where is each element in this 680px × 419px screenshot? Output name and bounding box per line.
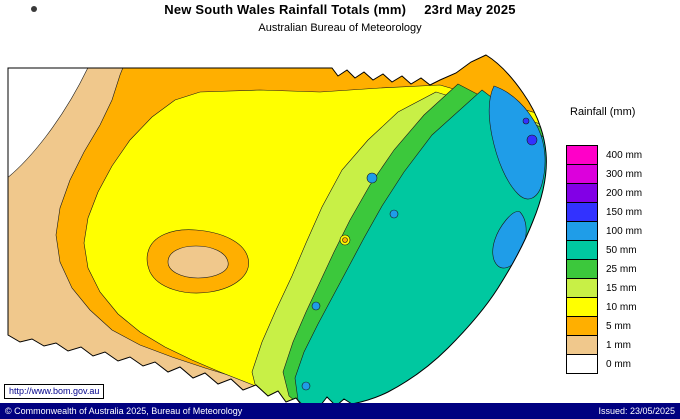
- copyright-text: © Commonwealth of Australia 2025, Bureau…: [5, 406, 243, 416]
- legend-swatch: [566, 164, 598, 184]
- legend-swatch: [566, 145, 598, 165]
- legend-label: 100 mm: [606, 225, 643, 237]
- legend-entry-5-mm: 5 mm: [566, 316, 676, 336]
- legend-swatch: [566, 259, 598, 279]
- legend-entry-150-mm: 150 mm: [566, 202, 676, 222]
- legend-entry-1-mm: 1 mm: [566, 335, 676, 355]
- title-date: 23rd May 2025: [424, 2, 516, 17]
- legend-entry-100-mm: 100 mm: [566, 221, 676, 241]
- bom-url: http://www.bom.gov.au: [4, 384, 105, 399]
- rain-spot-150mm-1: [526, 134, 538, 146]
- rain-spot-100mm-3: [311, 301, 321, 311]
- map-legend: Rainfall (mm) 400 mm 300 mm 200 mm 150 mm 10…: [566, 106, 676, 374]
- legend-swatch: [566, 335, 598, 355]
- bom-logo-mark: [31, 6, 37, 12]
- legend-entry-400-mm: 400 mm: [566, 145, 676, 165]
- legend-label: 5 mm: [606, 320, 631, 332]
- legend-swatch: [566, 278, 598, 298]
- rain-spot-100mm-2: [389, 209, 399, 219]
- nsw-outline: [7, 54, 547, 410]
- legend-swatch: [566, 221, 598, 241]
- title-text: New South Wales Rainfall Totals (mm): [164, 2, 407, 17]
- legend-entry-50-mm: 50 mm: [566, 240, 676, 260]
- legend-swatch: [566, 202, 598, 222]
- page-title: New South Wales Rainfall Totals (mm) 23rd…: [0, 2, 680, 17]
- legend-label: 200 mm: [606, 187, 643, 199]
- legend-entry-0-mm: 0 mm: [566, 354, 676, 374]
- legend-swatch: [566, 316, 598, 336]
- legend-label: 50 mm: [606, 244, 637, 256]
- legend-entry-200-mm: 200 mm: [566, 183, 676, 203]
- legend-label: 0 mm: [606, 358, 631, 370]
- legend-label: 15 mm: [606, 282, 637, 294]
- legend-label: 300 mm: [606, 168, 643, 180]
- legend-label: 10 mm: [606, 301, 637, 313]
- legend-entries: 400 mm 300 mm 200 mm 150 mm 100 mm 50 mm 25 mm…: [566, 145, 676, 374]
- legend-label: 25 mm: [606, 263, 637, 275]
- legend-label: 1 mm: [606, 339, 631, 351]
- page-subtitle: Australian Bureau of Meteorology: [258, 22, 422, 34]
- legend-title: Rainfall (mm): [570, 106, 636, 118]
- rain-spot-100mm-4: [301, 381, 311, 391]
- footer-bar: © Commonwealth of Australia 2025, Bureau…: [0, 403, 680, 419]
- rain-patch-100mm-north-coast: [488, 85, 546, 200]
- rain-spot-100mm-1: [366, 172, 378, 184]
- legend-entry-10-mm: 10 mm: [566, 297, 676, 317]
- legend-label: 400 mm: [606, 149, 643, 161]
- map-header: New South Wales Rainfall Totals (mm) 23rd…: [0, 2, 680, 34]
- legend-swatch: [566, 240, 598, 260]
- rain-spot-150mm-2: [522, 117, 530, 125]
- legend-swatch: [566, 183, 598, 203]
- issued-text: Issued: 23/05/2025: [598, 406, 675, 416]
- legend-label: 150 mm: [606, 206, 643, 218]
- legend-entry-25-mm: 25 mm: [566, 259, 676, 279]
- legend-swatch: [566, 297, 598, 317]
- legend-entry-300-mm: 300 mm: [566, 164, 676, 184]
- legend-swatch: [566, 354, 598, 374]
- local-spot-5mm: [342, 237, 348, 243]
- legend-entry-15-mm: 15 mm: [566, 278, 676, 298]
- dry-pocket-1mm: [167, 245, 229, 279]
